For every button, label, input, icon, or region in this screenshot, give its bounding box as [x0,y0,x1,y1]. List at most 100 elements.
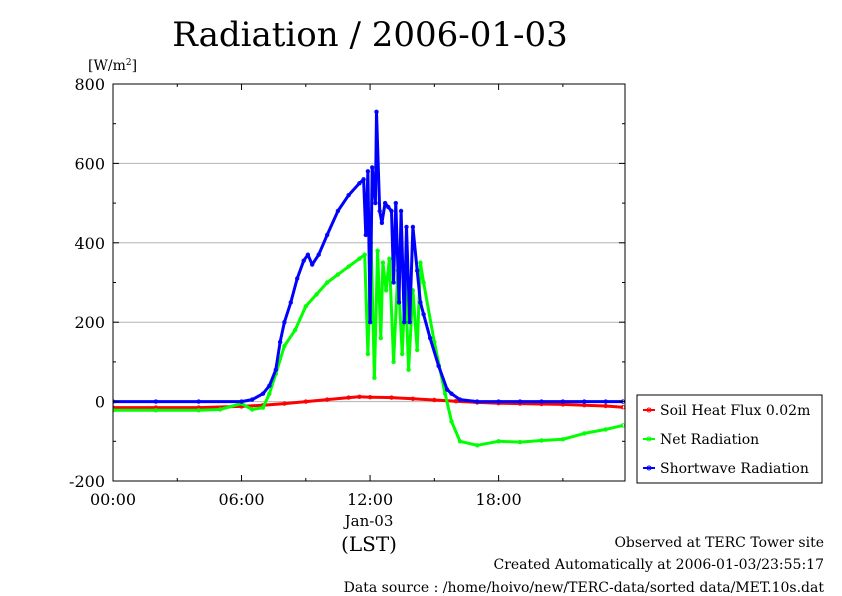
data-point-shortwave-radiation [367,320,373,325]
data-point-shortwave-radiation [379,220,385,226]
y-tick-label: 0 [95,393,105,412]
data-point-shortwave-radiation [389,208,394,214]
data-point-net-radiation [375,248,380,253]
data-point-net-radiation [449,419,454,424]
data-point-net-radiation [335,272,341,277]
data-point-shortwave-radiation [418,300,423,305]
data-point-shortwave-radiation [305,252,311,257]
legend-label-soil-heat-flux-0-02m: Soil Heat Flux 0.02m [660,403,810,419]
legend-marker-shortwave-radiation [646,465,652,471]
data-point-net-radiation [415,347,420,353]
data-point-shortwave-radiation [363,232,368,238]
x-axis-label: (LST) [341,532,397,556]
data-point-net-radiation [383,288,389,293]
legend-marker-net-radiation [646,436,652,442]
data-point-shortwave-radiation [427,335,433,341]
y-tick-label: 400 [74,234,105,253]
data-point-shortwave-radiation [436,363,441,369]
data-point-shortwave-radiation [370,165,375,170]
data-point-shortwave-radiation [301,258,306,263]
data-point-net-radiation [282,343,287,349]
data-point-shortwave-radiation [365,169,371,174]
data-point-net-radiation [387,256,392,261]
data-point-shortwave-radiation [410,224,416,230]
data-point-net-radiation [496,439,501,444]
data-point-shortwave-radiation [539,399,544,404]
data-point-net-radiation [421,280,426,285]
data-point-net-radiation [217,407,223,412]
data-point-shortwave-radiation [277,339,283,345]
data-point-shortwave-radiation [196,399,201,404]
data-point-shortwave-radiation [449,391,454,396]
data-point-shortwave-radiation [404,224,409,230]
data-point-soil-heat-flux-0-02m [389,395,394,400]
y-axis-label: [W/m2] [88,58,137,74]
data-point-soil-heat-flux-0-02m [346,395,351,400]
data-point-net-radiation [442,391,448,396]
y-tick-label: 200 [74,313,105,332]
data-point-shortwave-radiation [374,109,379,114]
data-point-net-radiation [406,367,411,372]
data-point-shortwave-radiation [260,391,266,396]
data-point-net-radiation [457,439,463,444]
data-point-net-radiation [196,408,201,413]
data-point-net-radiation [560,437,566,442]
data-point-shortwave-radiation [295,276,300,281]
x-tick-label: 06:00 [218,490,264,509]
data-point-shortwave-radiation [316,252,321,257]
data-point-shortwave-radiation [407,320,412,325]
footer-created: Created Automatically at 2006-01-03/23:5… [493,557,824,573]
data-point-net-radiation [475,443,480,448]
data-point-shortwave-radiation [335,208,341,214]
data-point-soil-heat-flux-0-02m [303,399,308,404]
data-point-shortwave-radiation [373,200,378,206]
x-tick-label: 18:00 [476,490,522,509]
x-tick-label: 12:00 [347,490,393,509]
data-point-net-radiation [113,408,116,413]
data-point-net-radiation [517,439,523,445]
data-point-net-radiation [292,327,298,333]
footer-site: Observed at TERC Tower site [614,535,824,551]
data-point-shortwave-radiation [361,177,366,182]
y-tick-label: 600 [74,154,105,173]
y-axis-ticks: -200 0 200 400 600 800 [69,75,625,491]
data-point-shortwave-radiation [377,208,382,214]
data-point-shortwave-radiation [475,399,480,404]
data-point-shortwave-radiation [398,208,404,214]
data-point-net-radiation [357,256,362,261]
data-point-shortwave-radiation [457,397,463,402]
data-point-soil-heat-flux-0-02m [453,399,458,404]
legend-label-shortwave-radiation: Shortwave Radiation [660,461,809,477]
data-point-shortwave-radiation [496,399,501,404]
data-point-net-radiation [346,264,351,269]
data-point-shortwave-radiation [239,399,244,404]
legend-marker-soil-heat-flux-0-02m [646,407,652,413]
data-point-net-radiation [365,351,371,357]
data-point-net-radiation [303,304,308,309]
data-point-soil-heat-flux-0-02m [603,403,608,409]
data-point-shortwave-radiation [517,399,523,404]
data-point-net-radiation [362,252,367,257]
data-point-shortwave-radiation [421,312,426,317]
data-point-net-radiation [400,351,405,357]
x-date-label: Jan-03 [343,512,394,530]
data-point-net-radiation [582,431,587,436]
data-point-shortwave-radiation [402,320,407,325]
data-point-shortwave-radiation [393,200,398,206]
data-point-shortwave-radiation [325,232,330,238]
data-point-net-radiation [314,292,319,297]
data-point-net-radiation [267,391,272,396]
data-point-net-radiation [418,260,423,265]
data-point-soil-heat-flux-0-02m [357,394,362,399]
x-tick-label: 00:00 [90,490,136,509]
series-layer [113,109,625,448]
legend-label-net-radiation: Net Radiation [660,432,759,448]
data-point-shortwave-radiation [603,399,608,404]
data-point-shortwave-radiation [267,383,272,388]
data-point-shortwave-radiation [288,300,293,305]
data-point-shortwave-radiation [382,200,388,206]
data-point-shortwave-radiation [396,300,402,305]
data-point-soil-heat-flux-0-02m [410,396,416,401]
y-tick-label: 800 [74,75,105,94]
